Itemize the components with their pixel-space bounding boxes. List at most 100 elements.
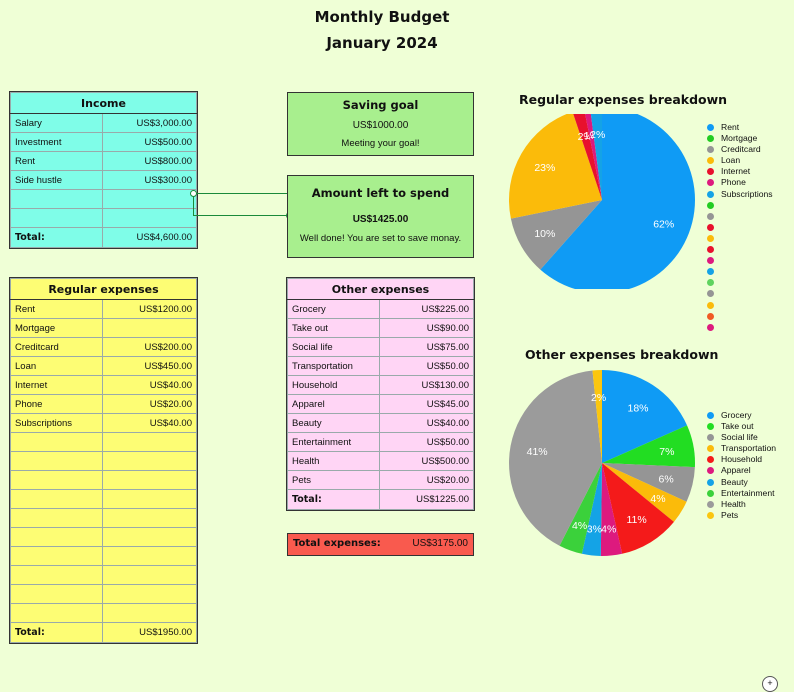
income-amount-cell[interactable]: US$300.00 bbox=[102, 170, 197, 190]
regular-label-cell[interactable]: Mortgage bbox=[10, 318, 103, 338]
regular-label-cell[interactable] bbox=[10, 451, 103, 471]
pie-slice[interactable] bbox=[600, 463, 623, 556]
pie-slice[interactable] bbox=[581, 463, 602, 556]
income-amount-cell[interactable]: US$3,000.00 bbox=[102, 113, 197, 133]
other-label-cell[interactable]: Beauty bbox=[287, 413, 380, 433]
legend-item[interactable]: Grocery bbox=[707, 410, 776, 421]
regular-amount-cell[interactable] bbox=[102, 527, 197, 547]
pie-slice[interactable] bbox=[559, 463, 602, 554]
income-label-cell[interactable] bbox=[10, 208, 103, 228]
legend-item[interactable]: Rent bbox=[707, 122, 773, 133]
regular-label-cell[interactable] bbox=[10, 546, 103, 566]
other-amount-cell[interactable]: US$50.00 bbox=[379, 432, 474, 452]
cell-selection[interactable] bbox=[190, 190, 293, 219]
regular-amount-cell[interactable]: US$40.00 bbox=[102, 375, 197, 395]
income-amount-cell[interactable]: US$800.00 bbox=[102, 151, 197, 171]
other-amount-cell[interactable]: US$225.00 bbox=[379, 299, 474, 319]
income-label-cell[interactable] bbox=[10, 189, 103, 209]
regular-label-cell[interactable] bbox=[10, 527, 103, 547]
regular-label-cell[interactable]: Internet bbox=[10, 375, 103, 395]
selection-handle[interactable] bbox=[190, 190, 197, 197]
pie-slice[interactable] bbox=[592, 370, 602, 463]
total-expenses-box[interactable]: Total expenses: US$3175.00 bbox=[287, 533, 474, 556]
pie-slice[interactable] bbox=[509, 114, 602, 219]
regular-amount-cell[interactable] bbox=[102, 584, 197, 604]
legend-item[interactable]: Phone bbox=[707, 177, 773, 188]
other-label-cell[interactable]: Health bbox=[287, 451, 380, 471]
other-total-amount[interactable]: US$1225.00 bbox=[379, 489, 474, 510]
regular-amount-cell[interactable]: US$40.00 bbox=[102, 413, 197, 433]
pie-slice[interactable] bbox=[584, 114, 602, 200]
regular-label-cell[interactable] bbox=[10, 603, 103, 623]
income-label-cell[interactable]: Rent bbox=[10, 151, 103, 171]
other-amount-cell[interactable]: US$45.00 bbox=[379, 394, 474, 414]
pie-slice[interactable] bbox=[602, 463, 687, 522]
other-label-cell[interactable]: Pets bbox=[287, 470, 380, 490]
regular-label-cell[interactable] bbox=[10, 508, 103, 528]
income-amount-cell[interactable] bbox=[102, 208, 197, 228]
income-label-cell[interactable]: Side hustle bbox=[10, 170, 103, 190]
regular-amount-cell[interactable] bbox=[102, 603, 197, 623]
regular-label-cell[interactable]: Loan bbox=[10, 356, 103, 376]
other-label-cell[interactable]: Take out bbox=[287, 318, 380, 338]
other-amount-cell[interactable]: US$90.00 bbox=[379, 318, 474, 338]
regular-amount-cell[interactable]: US$1200.00 bbox=[102, 299, 197, 319]
legend-item[interactable]: Transportation bbox=[707, 443, 776, 454]
pie-slice[interactable] bbox=[602, 463, 695, 502]
income-label-cell[interactable]: Salary bbox=[10, 113, 103, 133]
regular-amount-cell[interactable] bbox=[102, 546, 197, 566]
pie-slice[interactable] bbox=[540, 114, 695, 289]
other-expenses-pie[interactable]: 18%7%6%4%11%4%3%4%41%2% bbox=[505, 370, 700, 560]
regular-amount-cell[interactable]: US$450.00 bbox=[102, 356, 197, 376]
regular-label-cell[interactable] bbox=[10, 565, 103, 585]
regular-total-amount[interactable]: US$1950.00 bbox=[102, 622, 197, 643]
other-label-cell[interactable]: Household bbox=[287, 375, 380, 395]
pie-slice[interactable] bbox=[602, 370, 688, 463]
regular-total-label[interactable]: Total: bbox=[10, 622, 103, 643]
regular-label-cell[interactable]: Phone bbox=[10, 394, 103, 414]
regular-amount-cell[interactable] bbox=[102, 432, 197, 452]
other-label-cell[interactable]: Grocery bbox=[287, 299, 380, 319]
regular-label-cell[interactable]: Subscriptions bbox=[10, 413, 103, 433]
legend-item[interactable]: Creditcard bbox=[707, 144, 773, 155]
regular-label-cell[interactable] bbox=[10, 489, 103, 509]
other-label-cell[interactable]: Transportation bbox=[287, 356, 380, 376]
other-amount-cell[interactable]: US$50.00 bbox=[379, 356, 474, 376]
other-amount-cell[interactable]: US$75.00 bbox=[379, 337, 474, 357]
income-label-cell[interactable]: Investment bbox=[10, 132, 103, 152]
legend-item[interactable]: Social life bbox=[707, 432, 776, 443]
legend-item[interactable]: Apparel bbox=[707, 465, 776, 476]
other-total-label[interactable]: Total: bbox=[287, 489, 380, 510]
regular-amount-cell[interactable] bbox=[102, 470, 197, 490]
regular-amount-cell[interactable] bbox=[102, 508, 197, 528]
other-amount-cell[interactable]: US$130.00 bbox=[379, 375, 474, 395]
regular-label-cell[interactable] bbox=[10, 584, 103, 604]
income-total-label[interactable]: Total: bbox=[10, 227, 103, 248]
pie-slice[interactable] bbox=[602, 463, 674, 554]
income-amount-cell[interactable]: US$500.00 bbox=[102, 132, 197, 152]
legend-item[interactable]: Take out bbox=[707, 421, 776, 432]
income-amount-cell[interactable] bbox=[102, 189, 197, 209]
regular-label-cell[interactable]: Rent bbox=[10, 299, 103, 319]
legend-item[interactable]: Subscriptions bbox=[707, 189, 773, 200]
amount-left-value[interactable]: US$1425.00 bbox=[352, 214, 409, 225]
regular-amount-cell[interactable] bbox=[102, 489, 197, 509]
regular-expenses-pie[interactable]: 62%10%23%2%1%2% bbox=[505, 114, 700, 289]
regular-label-cell[interactable] bbox=[10, 432, 103, 452]
regular-amount-cell[interactable]: US$200.00 bbox=[102, 337, 197, 357]
legend-item[interactable]: Entertainment bbox=[707, 488, 776, 499]
legend-item[interactable]: Internet bbox=[707, 166, 773, 177]
other-amount-cell[interactable]: US$500.00 bbox=[379, 451, 474, 471]
pie-slice[interactable] bbox=[602, 425, 695, 468]
income-total-amount[interactable]: US$4,600.00 bbox=[102, 227, 197, 248]
pie-slice[interactable] bbox=[573, 114, 602, 200]
regular-label-cell[interactable] bbox=[10, 470, 103, 490]
legend-item[interactable]: Household bbox=[707, 454, 776, 465]
other-amount-cell[interactable]: US$40.00 bbox=[379, 413, 474, 433]
legend-item[interactable]: Pets bbox=[707, 510, 776, 521]
legend-item[interactable]: Health bbox=[707, 499, 776, 510]
regular-amount-cell[interactable] bbox=[102, 565, 197, 585]
pie-slice[interactable] bbox=[510, 200, 602, 270]
legend-item[interactable]: Mortgage bbox=[707, 133, 773, 144]
regular-label-cell[interactable]: Creditcard bbox=[10, 337, 103, 357]
